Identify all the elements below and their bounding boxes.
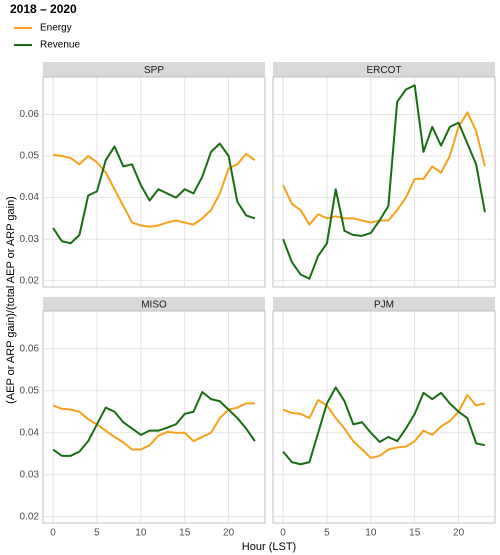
x-tick-label: 10	[365, 528, 377, 539]
x-tick-label: 5	[94, 528, 100, 539]
x-tick-label: 20	[453, 528, 465, 539]
y-tick-label: 0.05	[20, 385, 40, 396]
y-tick-label: 0.06	[20, 343, 40, 354]
series-line	[282, 111, 486, 226]
panel-border	[272, 76, 496, 288]
panel-border	[272, 310, 496, 524]
y-axis-label: (AEP or ARP gain)/(total AEP or ARP gain…	[5, 196, 17, 404]
panel-border	[42, 310, 266, 524]
facet-strip	[43, 297, 265, 311]
panel	[43, 311, 265, 523]
x-tick-label: 0	[50, 528, 56, 539]
x-tick-label: 0	[280, 528, 286, 539]
panel	[43, 77, 265, 287]
x-tick-label: 20	[223, 528, 235, 539]
y-tick-label: 0.05	[20, 151, 40, 162]
series-line	[52, 402, 255, 451]
x-tick-label: 5	[324, 528, 330, 539]
legend-label: Energy	[40, 23, 72, 34]
series-line	[52, 152, 256, 228]
facet-strip	[43, 62, 265, 77]
legend-label: Revenue	[40, 40, 80, 51]
x-tick-label: 15	[409, 528, 421, 539]
series-line	[52, 391, 256, 457]
y-tick-label: 0.03	[20, 469, 40, 480]
panel-border	[42, 76, 266, 288]
y-tick-label: 0.06	[20, 109, 40, 120]
y-tick-label: 0.03	[20, 234, 40, 245]
facet-strip	[273, 297, 495, 311]
series-line	[282, 84, 486, 280]
panel	[273, 77, 495, 287]
series-line	[52, 142, 256, 245]
facet-strip	[273, 62, 495, 77]
y-tick-label: 0.02	[20, 511, 40, 522]
y-tick-label: 0.04	[20, 192, 40, 203]
legend-title: 2018 – 2020	[10, 2, 77, 16]
facet-title: ERCOT	[367, 65, 402, 76]
y-tick-label: 0.02	[20, 275, 40, 286]
series-line	[282, 386, 486, 466]
facet-title: SPP	[144, 65, 164, 76]
facet-title: PJM	[374, 300, 394, 311]
x-tick-label: 15	[179, 528, 191, 539]
series-line	[282, 393, 486, 459]
y-tick-label: 0.04	[20, 427, 40, 438]
x-axis-label: Hour (LST)	[242, 541, 296, 553]
facet-title: MISO	[141, 300, 167, 311]
x-tick-label: 10	[135, 528, 147, 539]
